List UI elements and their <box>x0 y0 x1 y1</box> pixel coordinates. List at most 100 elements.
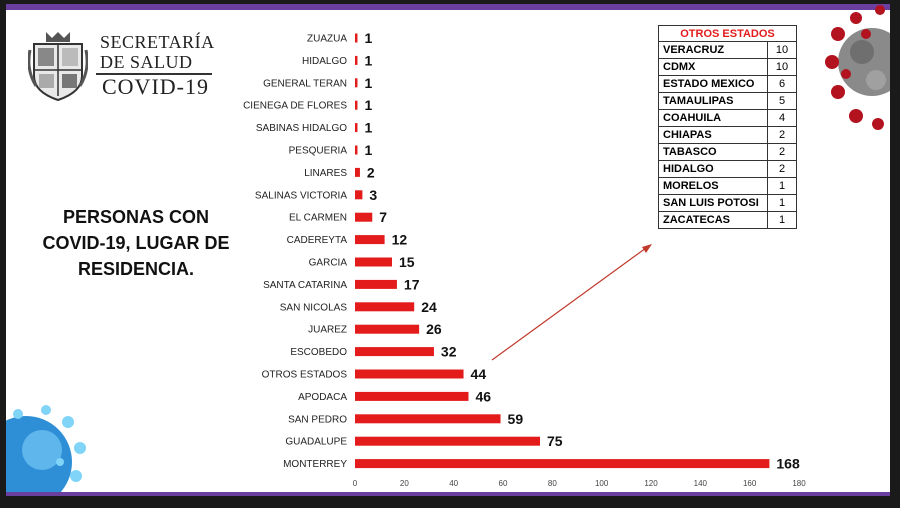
bar <box>355 279 397 289</box>
coat-of-arms-icon <box>27 32 89 102</box>
category-label: SALINAS VICTORIA <box>255 190 347 201</box>
category-label: APODACA <box>298 392 347 403</box>
data-label: 75 <box>547 433 563 449</box>
data-label: 44 <box>471 366 487 382</box>
x-tick-label: 140 <box>694 479 708 488</box>
bar <box>355 414 501 424</box>
state-count: 5 <box>767 92 797 110</box>
data-label: 2 <box>367 164 375 180</box>
x-tick-label: 160 <box>743 479 757 488</box>
arrowhead-icon <box>642 244 652 253</box>
category-label: EL CARMEN <box>289 213 347 224</box>
table-row: CHIAPAS 2 <box>658 126 797 144</box>
table-title: OTROS ESTADOS <box>658 25 797 42</box>
table-row: ZACATECAS 1 <box>658 211 797 229</box>
bar <box>355 33 358 43</box>
data-label: 59 <box>508 411 524 427</box>
headline-line-2: COVID-19, LUGAR DE <box>42 233 230 253</box>
category-label: MONTERREY <box>283 459 347 470</box>
state-name: TAMAULIPAS <box>658 92 768 110</box>
data-label: 168 <box>776 456 800 472</box>
state-name: CHIAPAS <box>658 126 768 144</box>
bar <box>355 459 770 469</box>
category-label: SAN NICOLAS <box>280 302 348 313</box>
bar <box>355 391 469 401</box>
bar <box>355 123 358 133</box>
category-label: HIDALGO <box>302 56 347 67</box>
table-row: CDMX 10 <box>658 58 797 76</box>
chart-headline: PERSONAS CON COVID-19, LUGAR DE RESIDENC… <box>26 204 246 282</box>
category-label: SAN PEDRO <box>288 414 347 425</box>
state-count: 1 <box>767 177 797 195</box>
category-label: SANTA CATARINA <box>263 280 347 291</box>
state-name: COAHUILA <box>658 109 768 127</box>
table-row: VERACRUZ 10 <box>658 41 797 59</box>
state-name: VERACRUZ <box>658 41 768 59</box>
state-name: CDMX <box>658 58 768 76</box>
logo-line-covid: COVID-19 <box>102 74 209 99</box>
x-tick-label: 80 <box>548 479 557 488</box>
x-tick-label: 0 <box>353 479 358 488</box>
table-row: HIDALGO 2 <box>658 160 797 178</box>
virus-illustration-icon <box>6 405 86 492</box>
state-name: TABASCO <box>658 143 768 161</box>
data-label: 1 <box>364 52 372 68</box>
bar <box>355 167 360 177</box>
logo-line-de-salud: DE SALUD <box>100 52 193 72</box>
state-count: 2 <box>767 160 797 178</box>
category-label: CIENEGA DE FLORES <box>243 101 347 112</box>
bar <box>355 190 363 200</box>
state-name: HIDALGO <box>658 160 768 178</box>
data-label: 1 <box>364 75 372 91</box>
category-label: ESCOBEDO <box>290 347 347 358</box>
bar <box>355 302 415 312</box>
x-tick-label: 100 <box>595 479 609 488</box>
bottom-accent-bar <box>6 492 890 496</box>
state-name: ZACATECAS <box>658 211 768 229</box>
bar <box>355 145 358 155</box>
headline-line-1: PERSONAS CON <box>62 207 210 227</box>
bar <box>355 257 392 267</box>
logo-divider <box>96 73 212 75</box>
category-label: GUADALUPE <box>285 437 347 448</box>
table-row: SAN LUIS POTOSI 1 <box>658 194 797 212</box>
state-count: 2 <box>767 126 797 144</box>
bar <box>355 100 358 110</box>
bar <box>355 347 434 357</box>
bar <box>355 436 540 446</box>
logo-line-secretaria: SECRETARÍA <box>100 32 215 52</box>
data-label: 32 <box>441 344 457 360</box>
table-row: TAMAULIPAS 5 <box>658 92 797 110</box>
state-count: 6 <box>767 75 797 93</box>
x-tick-label: 180 <box>792 479 806 488</box>
bar <box>355 55 358 65</box>
category-label: CADEREYTA <box>287 235 348 246</box>
table-row: MORELOS 1 <box>658 177 797 195</box>
table-row: ESTADO MEXICO 6 <box>658 75 797 93</box>
x-tick-label: 60 <box>499 479 508 488</box>
state-count: 4 <box>767 109 797 127</box>
category-label: GENERAL TERAN <box>263 78 347 89</box>
data-label: 46 <box>475 388 491 404</box>
pointer-arrow <box>491 247 647 361</box>
table-row: COAHUILA 4 <box>658 109 797 127</box>
data-label: 7 <box>379 209 387 225</box>
category-label: OTROS ESTADOS <box>262 370 348 381</box>
data-label: 12 <box>392 232 408 248</box>
secretaria-de-salud-logo: SECRETARÍA DE SALUD COVID-19 <box>27 30 228 110</box>
otros-estados-table: OTROS ESTADOS VERACRUZ 10 CDMX 10 ESTADO MEX… <box>658 25 797 229</box>
data-label: 1 <box>364 97 372 113</box>
bar <box>355 235 385 245</box>
state-name: MORELOS <box>658 177 768 195</box>
data-label: 17 <box>404 276 420 292</box>
data-label: 1 <box>364 142 372 158</box>
slide: SECRETARÍA DE SALUD COVID-19 PERSONAS CO… <box>6 4 890 496</box>
data-label: 24 <box>421 299 437 315</box>
state-name: ESTADO MEXICO <box>658 75 768 93</box>
bar <box>355 369 464 379</box>
data-label: 26 <box>426 321 442 337</box>
bar <box>355 78 358 88</box>
data-label: 1 <box>364 30 372 46</box>
bar <box>355 212 373 222</box>
